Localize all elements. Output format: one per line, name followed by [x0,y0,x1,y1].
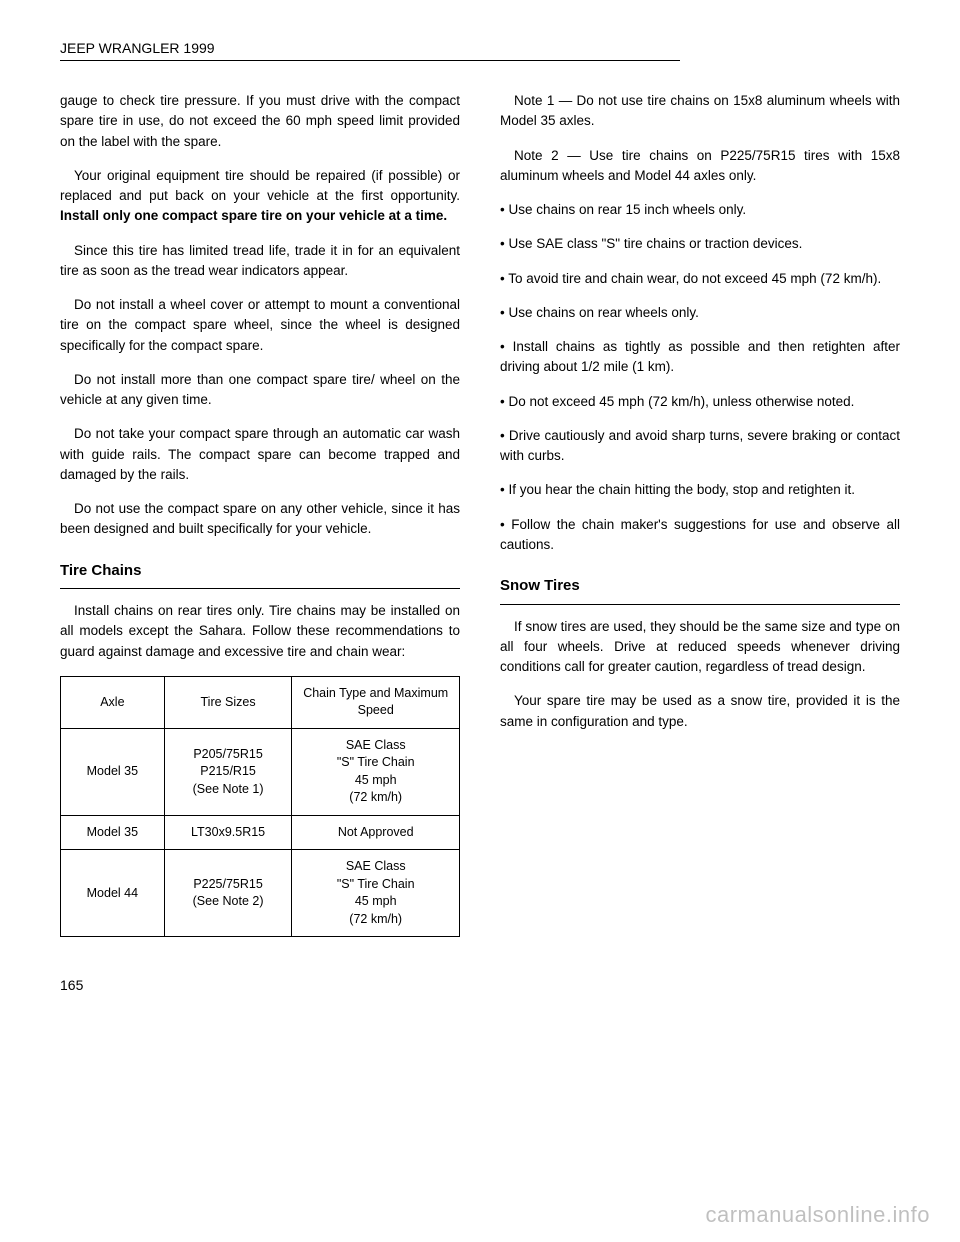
left-p1: gauge to check tire pressure. If you mus… [60,91,460,152]
bullet-6: • Do not exceed 45 mph (72 km/h), unless… [500,392,900,412]
left-p3: Since this tire has limited tread life, … [60,241,460,282]
th-chain: Chain Type and Maximum Speed [292,676,460,728]
tc-intro: Install chains on rear tires only. Tire … [60,601,460,662]
bullet-7: • Drive cautiously and avoid sharp turns… [500,426,900,467]
snow-p1: If snow tires are used, they should be t… [500,617,900,678]
left-p6: Do not take your compact spare through a… [60,424,460,485]
bullet-3: • To avoid tire and chain wear, do not e… [500,269,900,289]
td-axle-0: Model 35 [61,728,165,815]
td-axle-1: Model 35 [61,815,165,850]
left-column: gauge to check tire pressure. If you mus… [60,91,460,937]
b4-text: Use chains on rear wheels only. [508,305,698,320]
td-axle-2: Model 44 [61,850,165,937]
left-p7: Do not use the compact spare on any othe… [60,499,460,540]
th-axle: Axle [61,676,165,728]
table-row: Axle Tire Sizes Chain Type and Maximum S… [61,676,460,728]
left-p2b: Install only one compact spare tire on y… [60,208,447,223]
td-tire-0: P205/75R15 P215/R15 (See Note 1) [164,728,292,815]
table-row: Model 35 LT30x9.5R15 Not Approved [61,815,460,850]
left-p4: Do not install a wheel cover or attempt … [60,295,460,356]
bullet-1: • Use chains on rear 15 inch wheels only… [500,200,900,220]
b8-text: If you hear the chain hitting the body, … [508,482,854,497]
left-p2: Your original equipment tire should be r… [60,166,460,227]
b6-text: Do not exceed 45 mph (72 km/h), unless o… [508,394,854,409]
header-rule [60,60,680,61]
td-chain-1: Not Approved [292,815,460,850]
note-2: Note 2 — Use tire chains on P225/75R15 t… [500,146,900,187]
b5-text: Install chains as tightly as possible an… [500,339,900,374]
snow-p2: Your spare tire may be used as a snow ti… [500,691,900,732]
th-tire: Tire Sizes [164,676,292,728]
b7-text: Drive cautiously and avoid sharp turns, … [500,428,900,463]
page-number: 165 [60,977,900,993]
td-chain-0: SAE Class "S" Tire Chain 45 mph (72 km/h… [292,728,460,815]
section-rule-left [60,588,460,589]
section-tire-chains: Tire Chains [60,560,460,583]
left-p2a: Your original equipment tire should be r… [60,168,460,203]
b1-text: Use chains on rear 15 inch wheels only. [508,202,746,217]
right-column: Note 1 — Do not use tire chains on 15x8 … [500,91,900,937]
table-row: Model 44 P225/75R15 (See Note 2) SAE Cla… [61,850,460,937]
tire-chain-table: Axle Tire Sizes Chain Type and Maximum S… [60,676,460,938]
bullet-5: • Install chains as tightly as possible … [500,337,900,378]
td-chain-2: SAE Class "S" Tire Chain 45 mph (72 km/h… [292,850,460,937]
page: JEEP WRANGLER 1999 gauge to check tire p… [0,0,960,1242]
td-tire-2: P225/75R15 (See Note 2) [164,850,292,937]
td-tire-1: LT30x9.5R15 [164,815,292,850]
watermark: carmanualsonline.info [705,1202,930,1228]
b3-text: To avoid tire and chain wear, do not exc… [508,271,881,286]
content-columns: gauge to check tire pressure. If you mus… [60,91,900,937]
bullet-2: • Use SAE class "S" tire chains or tract… [500,234,900,254]
bullet-4: • Use chains on rear wheels only. [500,303,900,323]
bullet-8: • If you hear the chain hitting the body… [500,480,900,500]
table-row: Model 35 P205/75R15 P215/R15 (See Note 1… [61,728,460,815]
section-rule-right [500,604,900,605]
b2-text: Use SAE class "S" tire chains or tractio… [508,236,802,251]
section-snow-tires: Snow Tires [500,575,900,598]
left-p5: Do not install more than one compact spa… [60,370,460,411]
b9-text: Follow the chain maker's suggestions for… [500,517,900,552]
header-model: JEEP WRANGLER 1999 [60,40,900,56]
note-1: Note 1 — Do not use tire chains on 15x8 … [500,91,900,132]
bullet-9: • Follow the chain maker's suggestions f… [500,515,900,556]
